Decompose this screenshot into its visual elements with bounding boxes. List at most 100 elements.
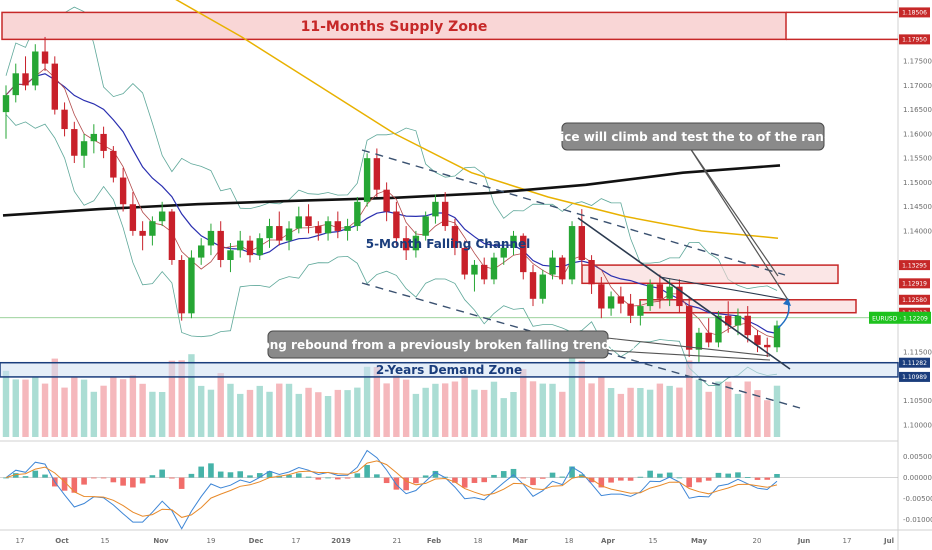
candle-body xyxy=(627,303,634,316)
candle xyxy=(158,201,166,227)
volume-bar xyxy=(12,379,19,437)
time-tick-label: 15 xyxy=(101,537,110,545)
volume-bar xyxy=(237,393,244,437)
candle-body xyxy=(422,216,429,236)
price-tag: 1.18506 xyxy=(899,7,930,18)
volume-bar xyxy=(197,385,205,437)
price-tick-label: 1.10500 xyxy=(903,397,932,405)
histogram-bar xyxy=(188,473,195,478)
time-tick-label: 20 xyxy=(753,537,762,545)
volume-bar xyxy=(539,383,546,437)
candle-body xyxy=(685,306,693,350)
price-tick-label: 1.15000 xyxy=(903,179,932,187)
candle-body xyxy=(256,238,263,256)
supply-zone-title: 11-Months Supply Zone xyxy=(301,19,488,35)
volume-bar xyxy=(41,383,49,437)
time-tick-label: Mar xyxy=(512,537,528,545)
price-tag: 1.12580 xyxy=(899,294,930,305)
histogram-bar xyxy=(696,477,702,483)
histogram-bar xyxy=(657,473,663,478)
histogram-bar xyxy=(169,477,175,479)
histogram-bar xyxy=(598,477,605,488)
volume-bar xyxy=(100,385,107,437)
candle xyxy=(90,124,98,154)
falling-trendline xyxy=(577,217,791,370)
histogram-bar xyxy=(569,466,575,478)
candle-body xyxy=(51,63,58,110)
callout-bottom: Strong rebound from a previously broken … xyxy=(241,330,635,359)
demand-zone-title: 2-Years Demand Zone xyxy=(376,363,522,377)
candle-body xyxy=(490,257,498,280)
candle-body xyxy=(754,335,761,345)
candle-body xyxy=(188,257,195,314)
time-tick-label: Feb xyxy=(427,537,441,545)
volume-bar xyxy=(61,387,68,437)
volume-bar xyxy=(441,383,449,437)
current-price-tag: EURUSD · 1.12209 xyxy=(869,311,931,324)
volume-bar xyxy=(129,375,137,437)
time-tick-label: 17 xyxy=(843,537,852,545)
histogram-bar xyxy=(159,469,165,478)
price-tag: 1.11282 xyxy=(899,357,930,368)
macd-line xyxy=(5,449,778,530)
candle xyxy=(432,194,439,224)
candle-body xyxy=(41,51,49,64)
histogram-bar xyxy=(325,477,331,479)
candle xyxy=(246,235,254,263)
volume-bar xyxy=(80,379,88,437)
moving-average-200 xyxy=(175,0,779,239)
candle-body xyxy=(197,245,205,258)
candle-body xyxy=(246,240,254,256)
volume-bar xyxy=(432,383,439,437)
price-tag: 1.10989 xyxy=(899,371,930,382)
volume-bar xyxy=(383,383,390,437)
callout-bottom-text: Strong rebound from a previously broken … xyxy=(241,338,635,352)
candle-body xyxy=(471,264,478,275)
histogram-bar xyxy=(588,477,595,483)
candle-body xyxy=(441,201,449,227)
candle xyxy=(656,274,664,309)
candle-body xyxy=(90,133,98,142)
candle-body xyxy=(334,221,342,231)
candle xyxy=(754,330,761,353)
current-price-label: EURUSD · 1.12209 xyxy=(872,315,928,322)
candle xyxy=(110,146,117,183)
volume-bar xyxy=(305,387,312,437)
histogram-bar xyxy=(510,468,517,478)
candle-body xyxy=(149,221,156,236)
candle xyxy=(725,301,732,333)
volume-bar xyxy=(715,381,722,437)
candle xyxy=(80,133,88,168)
price-tick-label: 1.16500 xyxy=(903,106,932,114)
candle xyxy=(119,167,127,212)
price-tag-bg xyxy=(899,7,930,18)
candle-body xyxy=(578,226,586,261)
volume-bar xyxy=(451,381,459,437)
histogram-bar xyxy=(393,477,400,490)
candle xyxy=(197,238,205,265)
candle xyxy=(129,192,137,236)
candle-body xyxy=(588,260,595,285)
histogram-bar xyxy=(666,472,673,478)
histogram-bar xyxy=(32,470,39,478)
candle-body xyxy=(32,51,39,86)
candle xyxy=(500,243,507,265)
candle xyxy=(520,233,527,280)
candle-body xyxy=(598,284,605,309)
candle xyxy=(168,209,176,265)
candle xyxy=(315,221,322,241)
price-tag: 1.13295 xyxy=(899,260,930,271)
time-axis: 17 Oct 15 Nov 19 Dec 17 2019 21 Feb 18 Mar 18 Apr 15 Ma… xyxy=(16,537,894,545)
volume-bar xyxy=(315,392,322,437)
time-tick-label: 18 xyxy=(474,537,483,545)
candle xyxy=(2,85,10,139)
histogram-bar xyxy=(481,477,488,483)
volume-bar xyxy=(295,393,302,437)
histogram-bar xyxy=(608,477,614,483)
oscillator-tick-label: 0.00500 xyxy=(903,453,932,461)
histogram-bar xyxy=(130,477,136,488)
candle-body xyxy=(725,315,732,326)
volume-bar xyxy=(607,388,615,437)
volume-bar xyxy=(422,387,429,437)
